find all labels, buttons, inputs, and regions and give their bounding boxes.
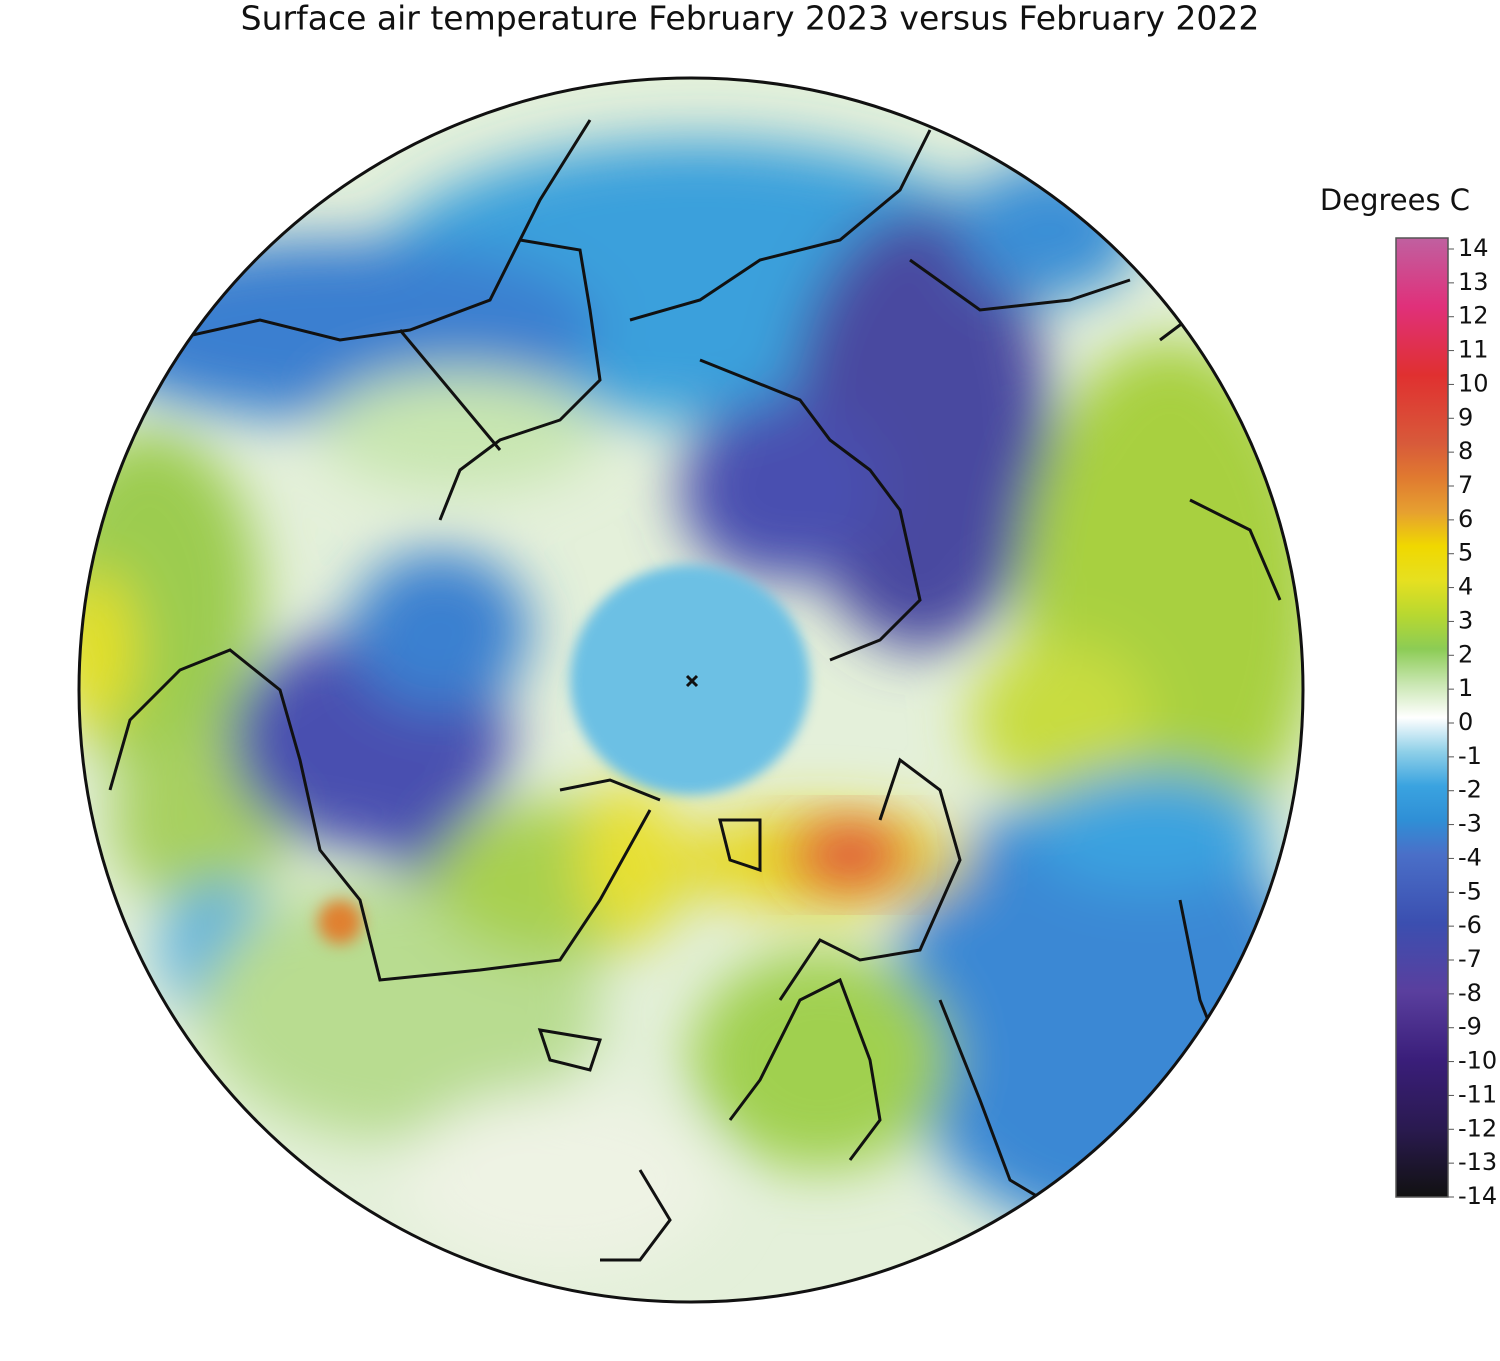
colorbar-tick-label: -6 [1458, 911, 1482, 939]
coastline [169, 119, 602, 521]
colorbar-tick-label: -3 [1458, 810, 1482, 838]
blob [79, 430, 260, 770]
colorbar-tick-label: 4 [1458, 573, 1473, 601]
colorbar-tick-label: -1 [1458, 742, 1482, 770]
colorbar-tick-label: -9 [1458, 1013, 1482, 1041]
blob [680, 400, 880, 580]
north-pole-marker [685, 674, 699, 688]
coastline [559, 757, 962, 1001]
colorbar-tick-label: 10 [1458, 369, 1489, 397]
colorbar-tick-label: 13 [1458, 268, 1489, 296]
colorbar-tick-label: -14 [1458, 1182, 1497, 1210]
colorbar-tick-label: 12 [1458, 302, 1489, 330]
colorbar-tick-label: -4 [1458, 843, 1482, 871]
coastline [537, 818, 762, 1072]
colorbar-tick-label: -12 [1458, 1114, 1497, 1142]
colorbar-tick-label: 11 [1458, 336, 1489, 364]
blob [960, 160, 1140, 300]
colorbar-tick-label: 1 [1458, 674, 1473, 702]
colorbar-tick-label: -13 [1458, 1148, 1497, 1176]
blob [318, 900, 362, 944]
blob [400, 1090, 720, 1270]
colorbar-tick-label: -8 [1458, 979, 1482, 1007]
blob [79, 570, 135, 730]
blob [795, 825, 905, 885]
colorbar-tick-label: 14 [1458, 234, 1489, 262]
blob [1030, 770, 1270, 890]
blob [350, 550, 530, 710]
colorbar-tick-label: 8 [1458, 437, 1473, 465]
coastlines [108, 119, 1282, 1262]
colorbar-label: Degrees C [1320, 183, 1470, 217]
colorbar-tick-label: -5 [1458, 877, 1482, 905]
coastline [600, 977, 882, 1262]
colorbar-tick-label: 2 [1458, 640, 1473, 668]
border [398, 329, 502, 451]
colorbar-tick-label: 6 [1458, 505, 1473, 533]
anomaly-field [79, 78, 1303, 1302]
colorbar-tick-label: -7 [1458, 945, 1482, 973]
colorbar-tick-label: -11 [1458, 1080, 1497, 1108]
colorbar-tick-label: 7 [1458, 471, 1473, 499]
blob [970, 640, 1150, 800]
colorbar-tick-label: 9 [1458, 403, 1473, 431]
colorbar-tick-label: 5 [1458, 539, 1473, 567]
map-title: Surface air temperature February 2023 ve… [241, 0, 1260, 38]
map-outline [77, 76, 1305, 1304]
colorbar-tick-label: 0 [1458, 708, 1473, 736]
colorbar-tick-label: -2 [1458, 776, 1482, 804]
coastline [629, 129, 932, 662]
blob [320, 370, 600, 490]
colorbar [1395, 237, 1449, 1198]
colorbar-tick-label: -10 [1458, 1047, 1497, 1075]
colorbar-tick-label: 3 [1458, 606, 1473, 634]
blob [690, 950, 950, 1170]
coastline [108, 648, 652, 982]
blob [580, 780, 680, 940]
